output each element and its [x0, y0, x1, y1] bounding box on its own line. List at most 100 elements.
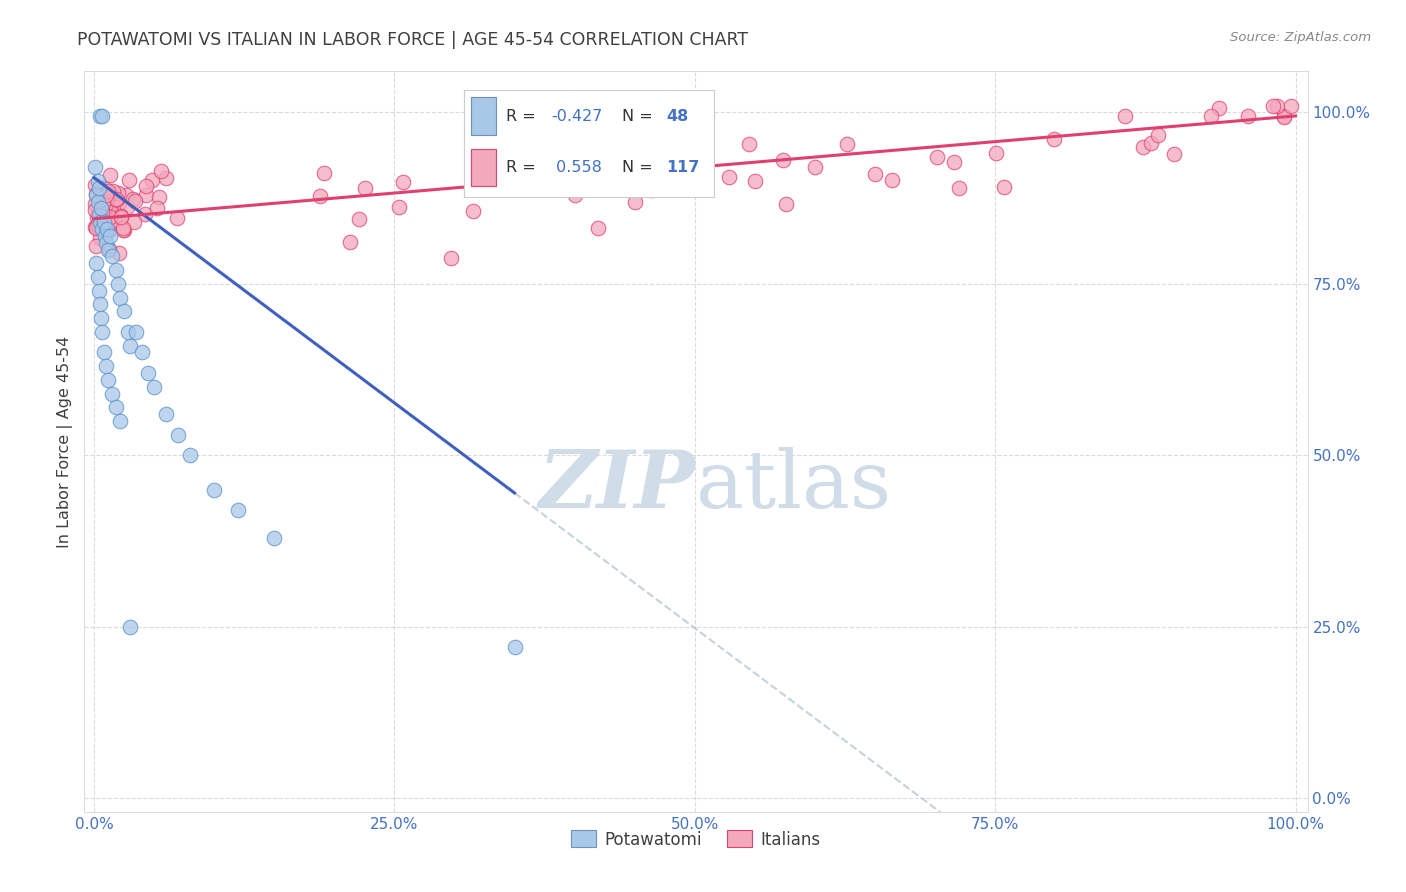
Point: [637, 178, 659, 193]
Point: [100, 209, 122, 223]
Point: [349, 212, 371, 227]
Point: [84, 220, 107, 235]
Point: [97, 242, 120, 256]
Point: [110, 209, 132, 223]
Point: [89, 208, 111, 222]
Point: [1146, 128, 1168, 142]
Point: [87, 205, 110, 219]
Point: [1132, 140, 1154, 154]
Point: [1140, 136, 1163, 150]
Point: [86, 218, 108, 232]
Point: [110, 291, 132, 305]
Point: [925, 150, 948, 164]
Point: [135, 187, 157, 202]
Point: [89, 109, 111, 123]
Point: [100, 197, 122, 211]
Point: [89, 211, 111, 225]
Point: [744, 174, 766, 188]
Point: [112, 304, 135, 318]
Point: [90, 202, 112, 216]
Point: [84, 203, 107, 218]
Point: [93, 194, 115, 209]
Point: [775, 197, 797, 211]
Point: [122, 215, 145, 229]
Point: [141, 173, 163, 187]
Point: [91, 204, 114, 219]
Point: [484, 162, 506, 177]
Text: atlas: atlas: [696, 447, 891, 525]
Point: [155, 407, 177, 421]
Point: [943, 155, 966, 169]
Point: [143, 380, 166, 394]
Point: [440, 251, 463, 265]
Point: [666, 151, 689, 165]
Point: [112, 223, 135, 237]
Point: [202, 483, 225, 497]
Point: [526, 151, 548, 165]
Point: [89, 297, 111, 311]
Point: [136, 366, 159, 380]
Point: [339, 235, 361, 249]
Point: [84, 219, 107, 234]
Point: [503, 640, 526, 655]
Point: [91, 325, 114, 339]
Point: [94, 235, 117, 250]
Point: [112, 223, 135, 237]
Point: [564, 187, 586, 202]
Point: [86, 256, 108, 270]
Point: [89, 230, 111, 244]
Point: [354, 180, 377, 194]
Point: [603, 110, 626, 124]
Point: [91, 204, 114, 219]
Y-axis label: In Labor Force | Age 45-54: In Labor Force | Age 45-54: [58, 335, 73, 548]
Point: [391, 175, 413, 189]
Point: [98, 228, 121, 243]
Point: [309, 188, 332, 202]
Point: [1042, 132, 1064, 146]
Point: [993, 180, 1015, 194]
Point: [96, 200, 118, 214]
Point: [1208, 101, 1230, 115]
Point: [118, 173, 141, 187]
Point: [804, 161, 827, 175]
Point: [388, 200, 411, 214]
Point: [1163, 147, 1185, 161]
Point: [1201, 109, 1223, 123]
Point: [155, 170, 177, 185]
Text: Source: ZipAtlas.com: Source: ZipAtlas.com: [1230, 31, 1371, 45]
Point: [84, 161, 107, 175]
Point: [107, 246, 129, 260]
Point: [463, 203, 485, 218]
Point: [122, 193, 145, 207]
Point: [97, 191, 120, 205]
Point: [86, 187, 108, 202]
Point: [738, 137, 761, 152]
Point: [135, 179, 157, 194]
Point: [96, 190, 118, 204]
Point: [117, 325, 139, 339]
Point: [91, 222, 114, 236]
Text: POTAWATOMI VS ITALIAN IN LABOR FORCE | AGE 45-54 CORRELATION CHART: POTAWATOMI VS ITALIAN IN LABOR FORCE | A…: [77, 31, 748, 49]
Point: [863, 167, 886, 181]
Point: [98, 223, 121, 237]
Point: [1279, 98, 1302, 112]
Point: [90, 311, 112, 326]
Point: [98, 168, 121, 182]
Point: [94, 359, 117, 373]
Point: [110, 211, 132, 225]
Point: [114, 187, 136, 202]
Point: [984, 145, 1007, 160]
Point: [166, 211, 188, 225]
Point: [96, 223, 118, 237]
Point: [107, 186, 129, 201]
Point: [124, 194, 146, 208]
Point: [86, 174, 108, 188]
Point: [103, 185, 125, 199]
Point: [97, 373, 120, 387]
Point: [145, 202, 167, 216]
Point: [84, 238, 107, 252]
Point: [226, 503, 249, 517]
Point: [93, 345, 115, 359]
Point: [91, 109, 114, 123]
Point: [97, 243, 120, 257]
